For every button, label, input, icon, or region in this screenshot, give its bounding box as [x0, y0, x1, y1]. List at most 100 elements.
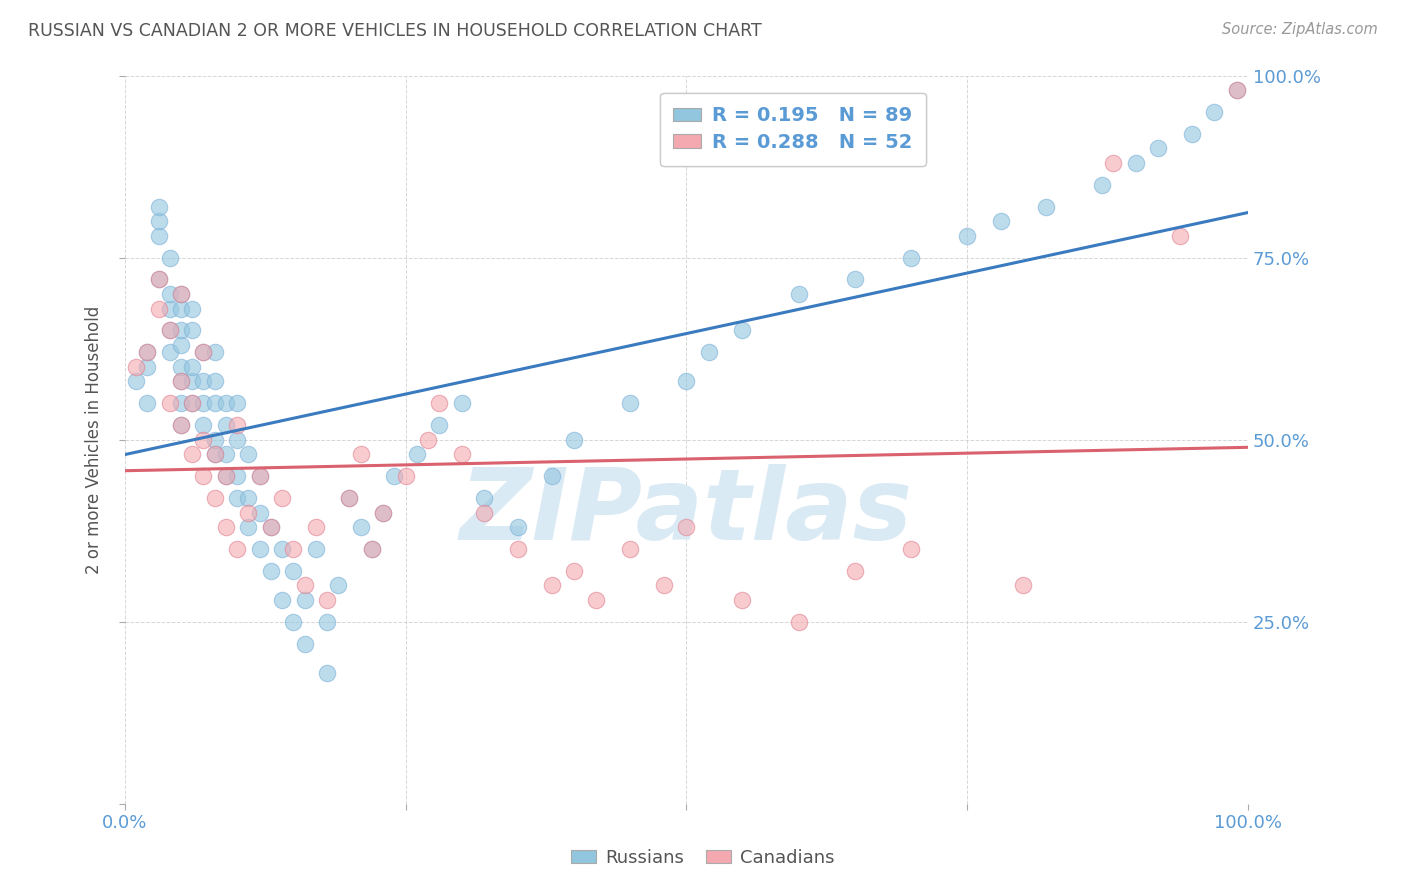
Point — [136, 396, 159, 410]
Point — [361, 541, 384, 556]
Point — [170, 396, 193, 410]
Point — [226, 541, 249, 556]
Point — [170, 418, 193, 433]
Legend: Russians, Canadians: Russians, Canadians — [564, 842, 842, 874]
Point — [215, 520, 238, 534]
Point — [159, 345, 181, 359]
Point — [125, 375, 148, 389]
Point — [283, 541, 305, 556]
Point — [181, 447, 204, 461]
Point — [204, 375, 226, 389]
Point — [226, 433, 249, 447]
Point — [990, 214, 1012, 228]
Point — [181, 396, 204, 410]
Point — [382, 469, 405, 483]
Point — [540, 578, 562, 592]
Point — [1035, 200, 1057, 214]
Point — [371, 506, 394, 520]
Point — [316, 593, 339, 607]
Point — [238, 506, 260, 520]
Point — [619, 396, 641, 410]
Point — [159, 301, 181, 316]
Point — [956, 228, 979, 243]
Point — [294, 593, 316, 607]
Point — [181, 396, 204, 410]
Point — [159, 323, 181, 337]
Point — [416, 433, 439, 447]
Point — [148, 200, 170, 214]
Point — [136, 359, 159, 374]
Point — [305, 541, 328, 556]
Point — [271, 491, 294, 505]
Point — [731, 593, 754, 607]
Point — [1102, 156, 1125, 170]
Point — [1181, 127, 1204, 141]
Point — [170, 287, 193, 301]
Point — [215, 396, 238, 410]
Point — [1226, 83, 1249, 97]
Point — [181, 375, 204, 389]
Point — [900, 251, 922, 265]
Point — [170, 301, 193, 316]
Point — [675, 375, 697, 389]
Point — [1226, 83, 1249, 97]
Point — [283, 564, 305, 578]
Point — [506, 520, 529, 534]
Point — [226, 469, 249, 483]
Legend: R = 0.195   N = 89, R = 0.288   N = 52: R = 0.195 N = 89, R = 0.288 N = 52 — [659, 93, 927, 166]
Point — [339, 491, 361, 505]
Point — [136, 345, 159, 359]
Point — [136, 345, 159, 359]
Point — [1091, 178, 1114, 192]
Point — [844, 564, 866, 578]
Point — [1170, 228, 1192, 243]
Point — [339, 491, 361, 505]
Point — [193, 469, 215, 483]
Point — [472, 491, 495, 505]
Point — [159, 287, 181, 301]
Point — [316, 665, 339, 680]
Point — [260, 564, 283, 578]
Point — [1204, 104, 1226, 119]
Text: Source: ZipAtlas.com: Source: ZipAtlas.com — [1222, 22, 1378, 37]
Point — [361, 541, 384, 556]
Point — [193, 433, 215, 447]
Point — [350, 447, 373, 461]
Point — [193, 345, 215, 359]
Point — [215, 469, 238, 483]
Point — [787, 615, 810, 629]
Point — [159, 323, 181, 337]
Point — [204, 447, 226, 461]
Point — [427, 396, 450, 410]
Point — [204, 491, 226, 505]
Point — [193, 375, 215, 389]
Point — [562, 433, 585, 447]
Point — [450, 447, 472, 461]
Point — [170, 338, 193, 352]
Point — [159, 251, 181, 265]
Point — [170, 323, 193, 337]
Point — [316, 615, 339, 629]
Point — [181, 359, 204, 374]
Point — [249, 469, 271, 483]
Point — [540, 469, 562, 483]
Point — [204, 433, 226, 447]
Point — [260, 520, 283, 534]
Point — [506, 541, 529, 556]
Point — [562, 564, 585, 578]
Point — [450, 396, 472, 410]
Point — [787, 287, 810, 301]
Point — [619, 541, 641, 556]
Point — [1147, 141, 1170, 155]
Point — [226, 491, 249, 505]
Point — [652, 578, 675, 592]
Point — [148, 228, 170, 243]
Point — [170, 359, 193, 374]
Point — [271, 593, 294, 607]
Y-axis label: 2 or more Vehicles in Household: 2 or more Vehicles in Household — [86, 306, 103, 574]
Point — [148, 272, 170, 286]
Point — [283, 615, 305, 629]
Point — [170, 375, 193, 389]
Point — [181, 323, 204, 337]
Point — [405, 447, 427, 461]
